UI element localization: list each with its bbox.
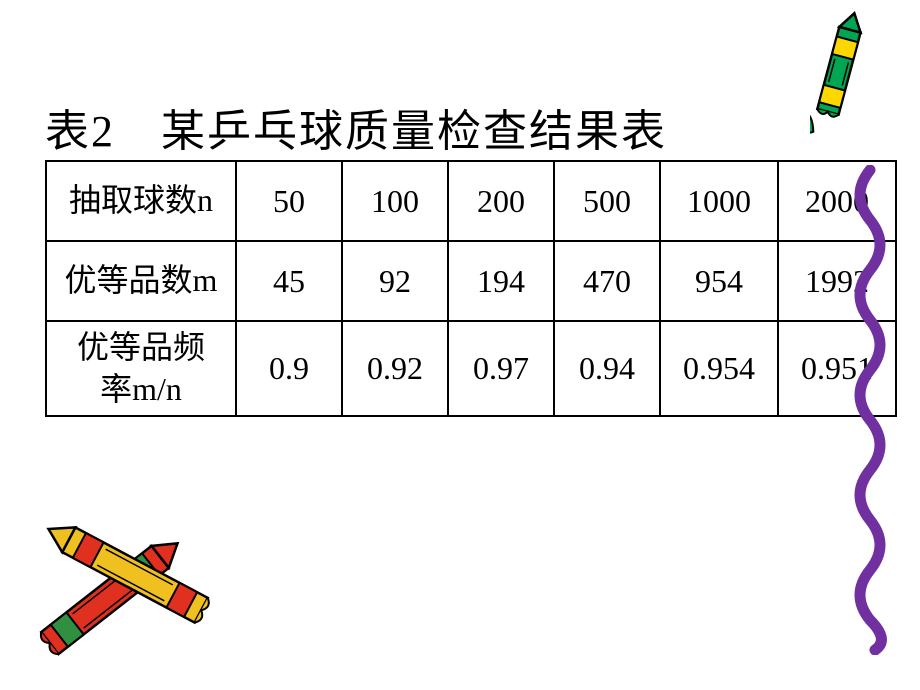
table-cell: 500 — [554, 161, 660, 241]
table-cell: 194 — [448, 241, 554, 321]
row-header: 优等品数m — [46, 241, 236, 321]
row-header: 抽取球数n — [46, 161, 236, 241]
squiggle-decoration — [840, 165, 900, 655]
crayons-icon — [25, 485, 255, 675]
row-header: 优等品频率m/n — [46, 321, 236, 416]
table-cell: 100 — [342, 161, 448, 241]
table-cell: 92 — [342, 241, 448, 321]
table-row: 抽取球数n 50 100 200 500 1000 2000 — [46, 161, 896, 241]
table-row: 优等品数m 45 92 194 470 954 1992 — [46, 241, 896, 321]
table-cell: 0.92 — [342, 321, 448, 416]
table-row: 优等品频率m/n 0.9 0.92 0.97 0.94 0.954 0.951 — [46, 321, 896, 416]
table-cell: 954 — [660, 241, 778, 321]
quality-table: 抽取球数n 50 100 200 500 1000 2000 优等品数m 45 … — [45, 160, 897, 417]
table-cell: 0.94 — [554, 321, 660, 416]
table-cell: 50 — [236, 161, 342, 241]
table-cell: 470 — [554, 241, 660, 321]
page-title: 表2 某乒乓球质量检查结果表 — [45, 95, 667, 159]
table-cell: 200 — [448, 161, 554, 241]
table-cell: 45 — [236, 241, 342, 321]
crayon-icon — [810, 8, 865, 148]
table-cell: 0.9 — [236, 321, 342, 416]
table-cell: 1000 — [660, 161, 778, 241]
table-cell: 0.97 — [448, 321, 554, 416]
table-cell: 0.954 — [660, 321, 778, 416]
